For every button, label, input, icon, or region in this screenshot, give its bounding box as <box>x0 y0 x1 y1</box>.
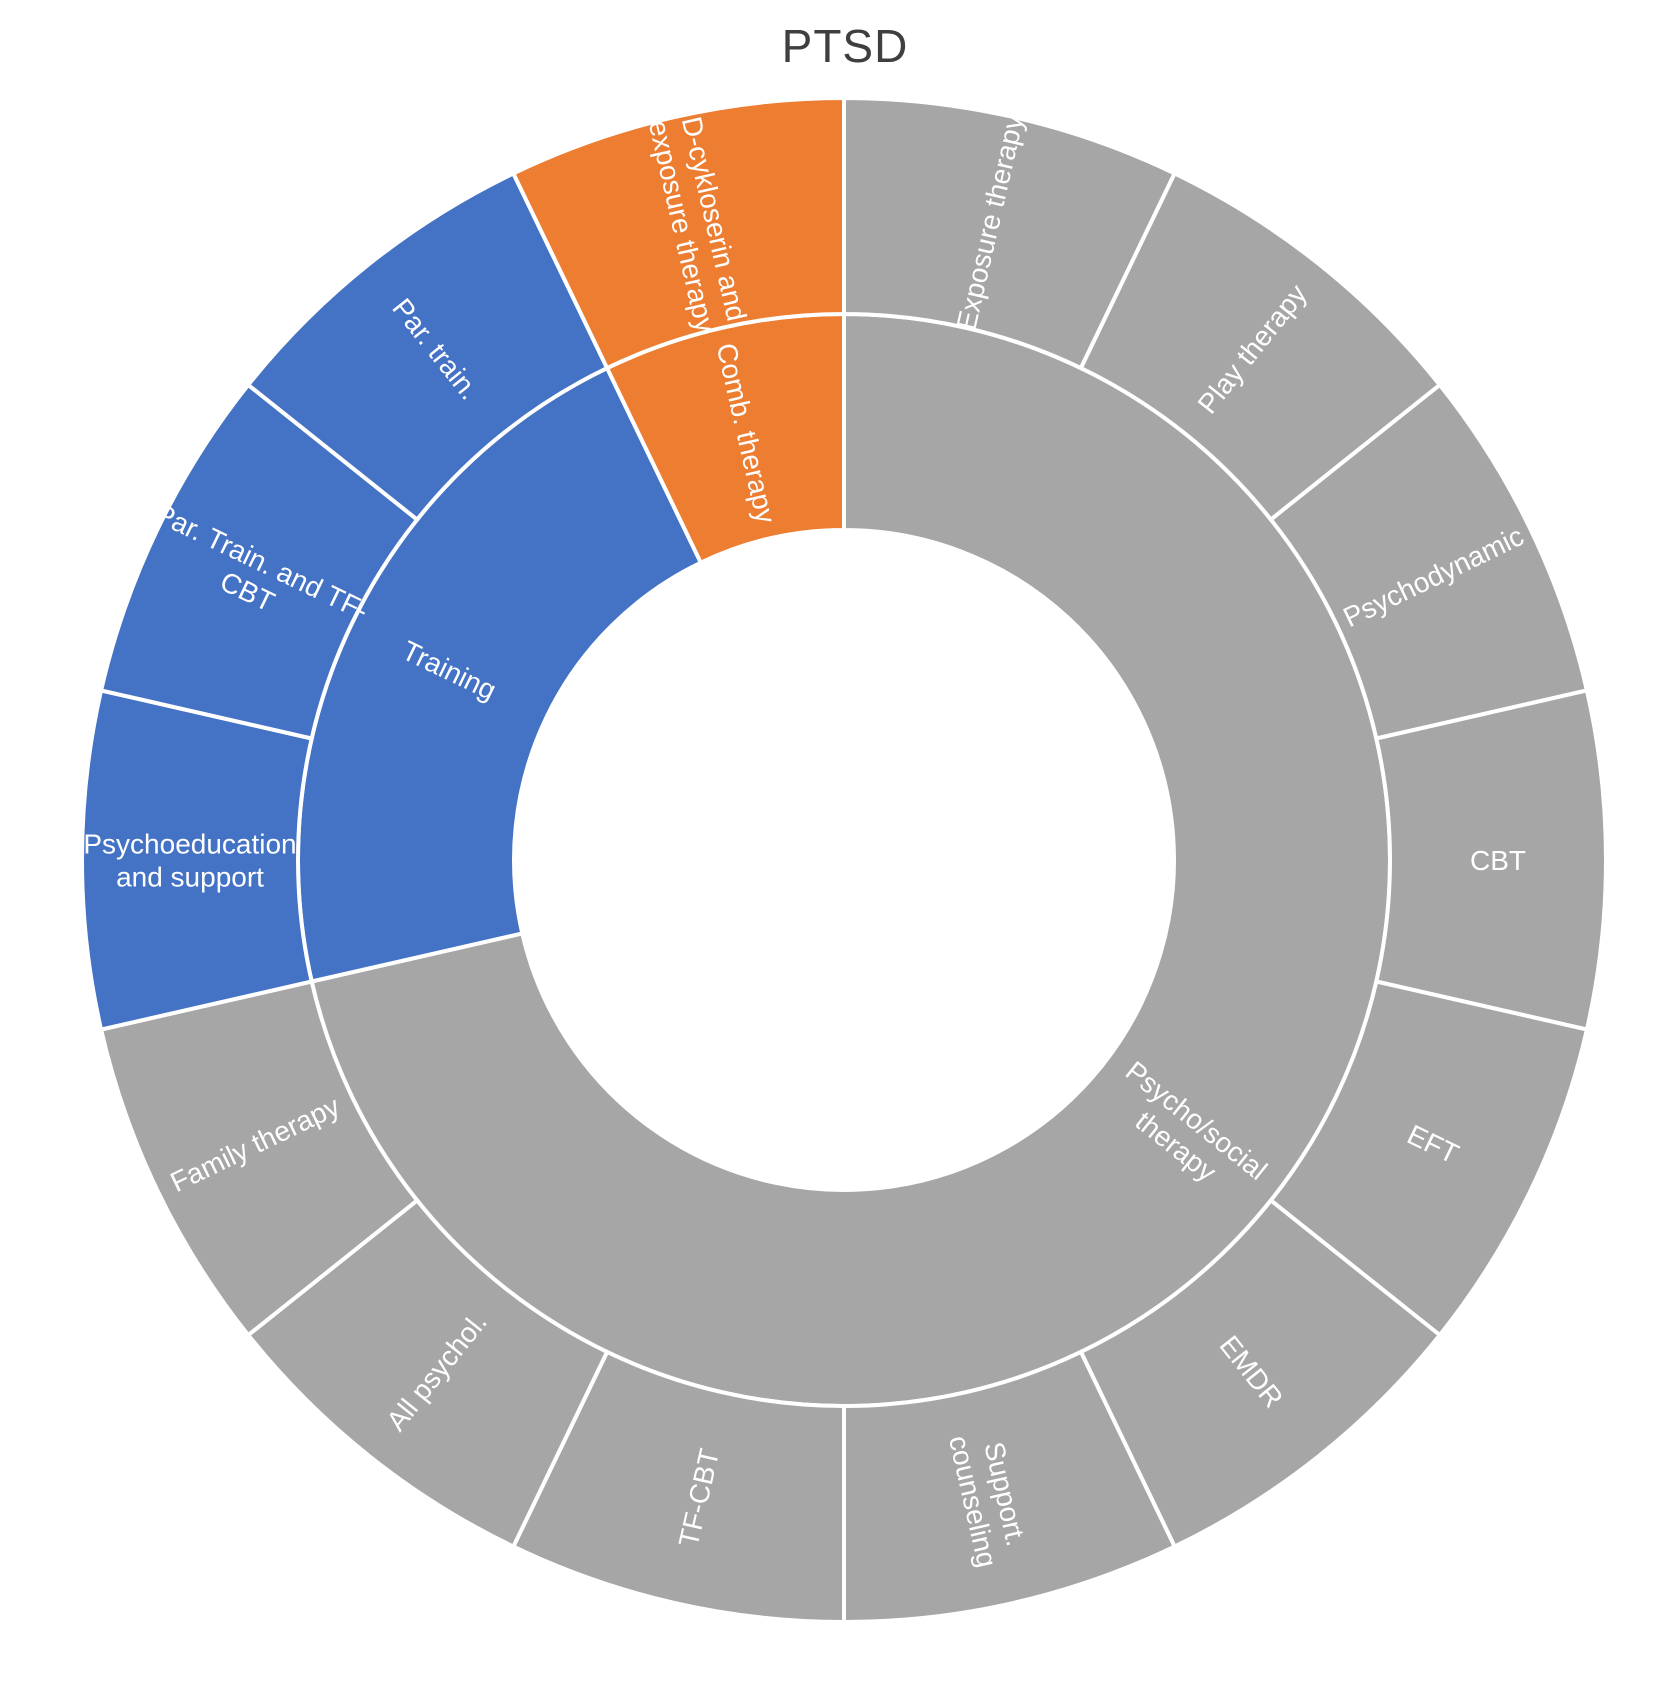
segment-psychodynamic[interactable]: Psychodynamic <box>1268 382 1590 741</box>
segment-play-therapy[interactable]: Play therapy <box>1078 170 1443 523</box>
segment-cbt[interactable]: CBT <box>1373 688 1608 1032</box>
segment-cbt-label: CBT <box>1470 845 1526 876</box>
segment-family-therapy[interactable]: Family therapy <box>98 979 420 1338</box>
chart-title: PTSD <box>782 20 909 72</box>
segment-psychoeducation-and-support-wedge[interactable] <box>80 688 315 1032</box>
segment-psychoeducation-and-support-label: Psychoeducation and support <box>83 829 296 893</box>
segment-d-cykloserin-and-exposure-therapy-wedge[interactable] <box>510 95 846 371</box>
segment-psychoeducation-and-support[interactable]: Psychoeducation and support <box>80 688 315 1032</box>
segment-d-cykloserin-and-exposure-therapy[interactable]: D-cykloserin andexposure therapy <box>510 95 846 371</box>
segment-support-counseling[interactable]: Support.counseling <box>842 1349 1178 1625</box>
segment-all-psychol[interactable]: All psychol. <box>245 1197 610 1550</box>
segment-par-train[interactable]: Par. train. <box>245 170 610 523</box>
